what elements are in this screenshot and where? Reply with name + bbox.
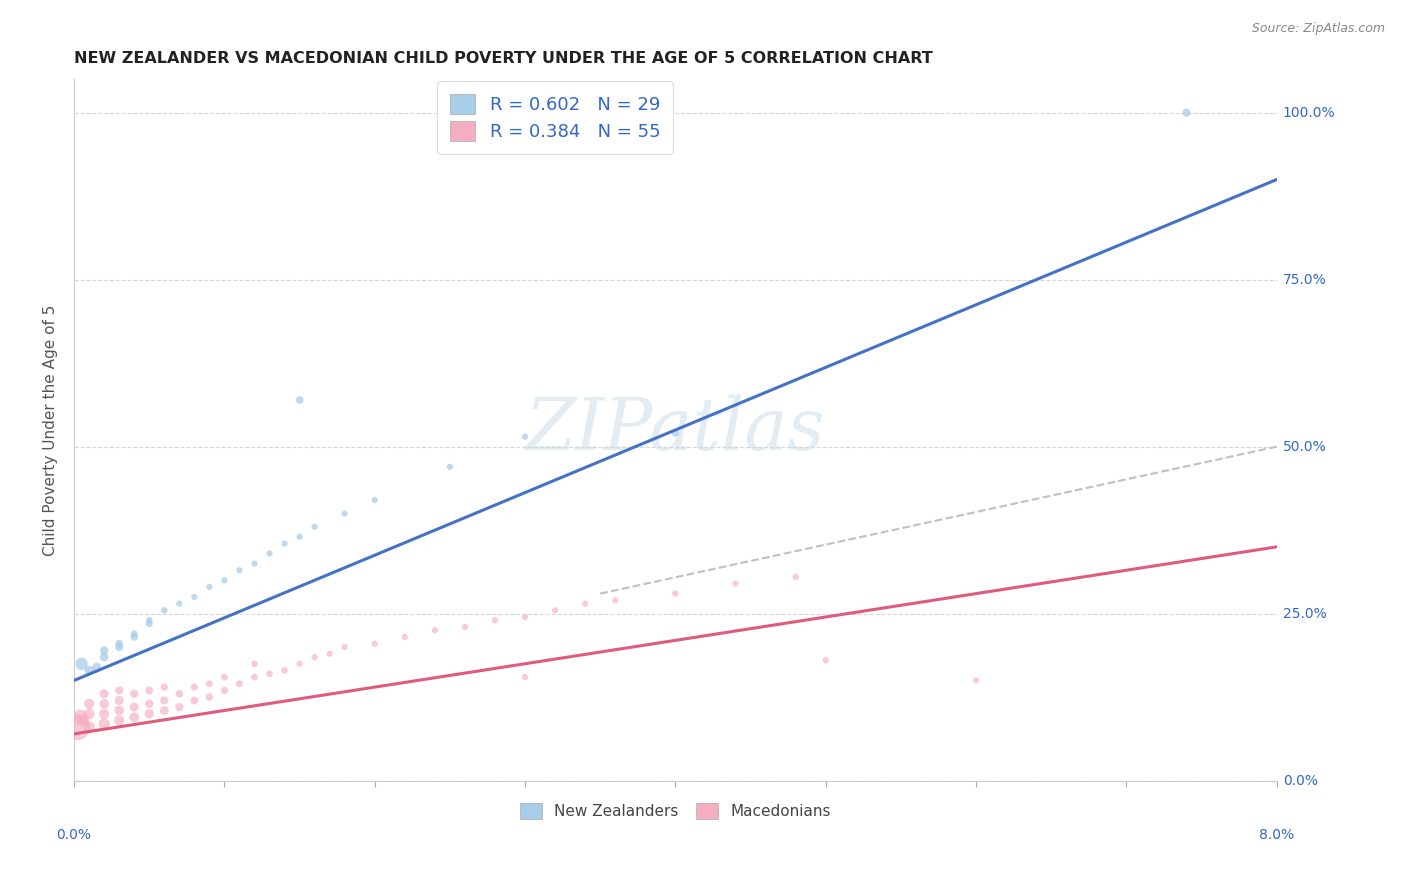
Point — [664, 426, 686, 441]
Point — [259, 547, 281, 561]
Point — [273, 536, 295, 550]
Text: ZIPatlas: ZIPatlas — [526, 395, 825, 466]
Point — [454, 620, 477, 634]
Point — [318, 647, 340, 661]
Point — [169, 700, 191, 714]
Point — [108, 714, 131, 728]
Point — [574, 597, 596, 611]
Point — [153, 693, 176, 707]
Point — [153, 603, 176, 617]
Text: 25.0%: 25.0% — [1282, 607, 1326, 621]
Point — [122, 626, 145, 640]
Point — [138, 616, 160, 631]
Point — [108, 704, 131, 718]
Point — [364, 637, 387, 651]
Point — [785, 570, 807, 584]
Point — [228, 563, 250, 577]
Point — [77, 697, 100, 711]
Point — [77, 706, 100, 721]
Point — [93, 697, 115, 711]
Point — [243, 670, 266, 684]
Point — [214, 574, 236, 588]
Point — [304, 650, 326, 665]
Text: 0.0%: 0.0% — [56, 829, 91, 842]
Point — [288, 657, 311, 671]
Point — [513, 610, 536, 624]
Point — [394, 630, 416, 644]
Point — [77, 664, 100, 678]
Point — [423, 624, 446, 638]
Point — [138, 613, 160, 627]
Point — [93, 716, 115, 731]
Point — [364, 493, 387, 508]
Point — [122, 630, 145, 644]
Point — [153, 680, 176, 694]
Point — [138, 683, 160, 698]
Point — [138, 706, 160, 721]
Point — [169, 597, 191, 611]
Point — [544, 603, 567, 617]
Point — [93, 687, 115, 701]
Text: NEW ZEALANDER VS MACEDONIAN CHILD POVERTY UNDER THE AGE OF 5 CORRELATION CHART: NEW ZEALANDER VS MACEDONIAN CHILD POVERT… — [75, 51, 932, 66]
Point — [965, 673, 987, 688]
Point — [513, 670, 536, 684]
Point — [304, 520, 326, 534]
Point — [122, 687, 145, 701]
Point — [69, 710, 91, 724]
Point — [93, 643, 115, 657]
Point — [288, 530, 311, 544]
Point — [513, 430, 536, 444]
Point — [86, 660, 108, 674]
Point — [605, 593, 627, 607]
Point — [273, 664, 295, 678]
Point — [288, 392, 311, 407]
Point — [153, 704, 176, 718]
Legend: New Zealanders, Macedonians: New Zealanders, Macedonians — [515, 797, 837, 826]
Point — [484, 613, 506, 627]
Point — [183, 693, 205, 707]
Point — [724, 576, 747, 591]
Point — [108, 693, 131, 707]
Point — [66, 720, 89, 734]
Point — [814, 653, 837, 667]
Point — [243, 657, 266, 671]
Point — [108, 640, 131, 654]
Point — [108, 637, 131, 651]
Point — [183, 590, 205, 604]
Text: 0.0%: 0.0% — [1282, 773, 1317, 788]
Point — [333, 507, 356, 521]
Point — [198, 677, 221, 691]
Point — [259, 666, 281, 681]
Point — [72, 714, 94, 728]
Text: 75.0%: 75.0% — [1282, 273, 1326, 286]
Point — [122, 710, 145, 724]
Point — [214, 670, 236, 684]
Text: Source: ZipAtlas.com: Source: ZipAtlas.com — [1251, 22, 1385, 36]
Point — [243, 557, 266, 571]
Point — [169, 687, 191, 701]
Point — [108, 683, 131, 698]
Point — [138, 697, 160, 711]
Point — [333, 640, 356, 654]
Text: 8.0%: 8.0% — [1260, 829, 1295, 842]
Point — [183, 680, 205, 694]
Point — [1175, 105, 1198, 120]
Point — [77, 720, 100, 734]
Point — [214, 683, 236, 698]
Point — [198, 580, 221, 594]
Text: 50.0%: 50.0% — [1282, 440, 1326, 454]
Text: 100.0%: 100.0% — [1282, 106, 1336, 120]
Point — [93, 706, 115, 721]
Point — [122, 700, 145, 714]
Point — [198, 690, 221, 705]
Point — [93, 650, 115, 665]
Point — [228, 677, 250, 691]
Point — [70, 657, 93, 671]
Y-axis label: Child Poverty Under the Age of 5: Child Poverty Under the Age of 5 — [44, 304, 58, 556]
Point — [439, 459, 461, 474]
Point — [664, 586, 686, 600]
